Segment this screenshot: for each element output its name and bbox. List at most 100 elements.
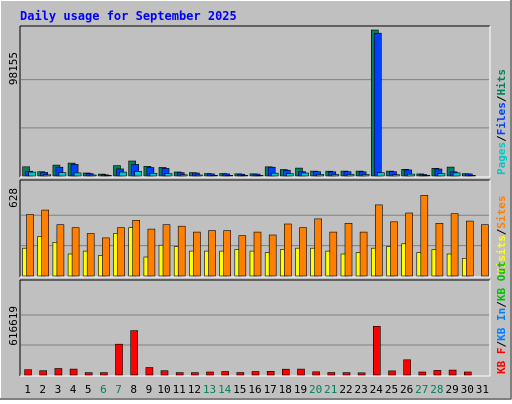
- x-tick-label-day-26: 26: [400, 383, 413, 396]
- x-tick-label-day-24: 24: [370, 383, 384, 396]
- bar-pages-day-10: [164, 173, 173, 177]
- bar-kbf-day-5: [84, 372, 93, 376]
- chart-title: Daily usage for September 2025: [20, 9, 237, 23]
- bar-pages-day-30: [467, 175, 476, 177]
- x-tick-label-day-28: 28: [430, 383, 443, 396]
- bar-kbf-day-2: [39, 370, 48, 376]
- bar-kbf-day-8: [130, 330, 138, 376]
- legend-separator: /: [495, 135, 508, 142]
- bar-pages-day-21: [331, 174, 340, 177]
- plot-area-kb: [20, 280, 490, 376]
- x-tick-label-day-14: 14: [218, 383, 232, 396]
- x-tick-label-day-15: 15: [233, 383, 246, 396]
- x-tick-label-day-5: 5: [85, 383, 92, 396]
- x-tick-label-day-18: 18: [279, 383, 292, 396]
- bar-pages-day-11: [179, 174, 188, 177]
- bar-sites-day-6: [102, 237, 110, 277]
- x-axis-labels: 1 2 3 4 5 6 7 8 9 10 11 12 13 14 15 16 17 18 19 20 21 22 23 24 2…: [24, 383, 489, 396]
- bar-files-day-24: [373, 32, 382, 177]
- bar-pages-day-15: [240, 175, 249, 177]
- x-tick-label-day-27: 27: [415, 383, 428, 396]
- bar-pages-day-22: [346, 174, 355, 177]
- bar-pages-day-13: [210, 175, 218, 177]
- bar-sites-day-12: [193, 231, 201, 277]
- bar-pages-day-23: [361, 174, 370, 177]
- bar-sites-day-22: [344, 223, 353, 277]
- panel-visits-sites: 628 Visits/Sites: [7, 179, 508, 278]
- x-tick-label-day-23: 23: [354, 383, 367, 396]
- bar-pages-day-28: [437, 173, 446, 177]
- legend-hits-files-pages: Pages/Files/Hits: [495, 69, 508, 175]
- x-tick-label-day-7: 7: [115, 383, 122, 396]
- x-tick-label-day-16: 16: [248, 383, 261, 396]
- bar-sites-day-5: [86, 233, 95, 277]
- bar-kbf-day-16: [251, 371, 260, 376]
- bar-pages-day-18: [285, 173, 294, 177]
- x-tick-label-day-4: 4: [70, 383, 77, 396]
- bar-pages-day-5: [88, 174, 97, 177]
- bar-sites-day-30: [465, 220, 474, 277]
- bar-sites-day-25: [390, 221, 398, 277]
- bar-sites-day-31: [481, 224, 489, 277]
- bar-pages-day-1: [28, 171, 36, 177]
- bar-sites-day-19: [299, 227, 307, 277]
- bar-sites-day-21: [329, 231, 338, 277]
- bar-sites-day-1: [26, 214, 34, 277]
- x-tick-label-day-30: 30: [461, 383, 474, 396]
- legend-entry-sites: Sites: [495, 196, 508, 229]
- x-tick-label-day-17: 17: [264, 383, 277, 396]
- bar-kbf-day-11: [175, 372, 184, 376]
- x-tick-label-day-31: 31: [476, 383, 489, 396]
- panels: 98155Pages/Files/Hits628Visits/Sites6166…: [7, 25, 508, 377]
- bar-pages-day-25: [392, 174, 400, 177]
- bar-pages-day-4: [73, 172, 82, 177]
- plot-area-hits-files-pages: [20, 26, 490, 177]
- legend-separator: /: [495, 341, 508, 348]
- x-tick-label-day-29: 29: [445, 383, 458, 396]
- x-tick-label-day-22: 22: [339, 383, 352, 396]
- bar-pages-day-7: [119, 171, 127, 177]
- bar-kbf-day-29: [448, 369, 457, 376]
- bar-kbf-day-25: [388, 370, 396, 376]
- bar-sites-day-10: [162, 224, 171, 277]
- bar-pages-day-9: [149, 173, 158, 177]
- bar-pages-day-29: [452, 172, 461, 177]
- legend-entry-hits: Hits: [495, 69, 508, 96]
- legend-separator: /: [495, 95, 508, 102]
- bar-kbf-day-24: [372, 325, 381, 376]
- x-tick-label-day-6: 6: [100, 383, 107, 396]
- bar-kbf-day-7: [115, 343, 123, 376]
- bar-pages-day-3: [58, 172, 67, 177]
- x-tick-label-day-8: 8: [130, 383, 137, 396]
- bar-pages-day-26: [407, 173, 415, 177]
- bar-kbf-day-4: [69, 368, 78, 376]
- bar-sites-day-15: [238, 235, 247, 277]
- bar-pages-day-24: [376, 172, 385, 177]
- bar-kbf-day-12: [191, 372, 199, 376]
- bar-sites-day-4: [71, 227, 80, 277]
- bar-kbf-day-15: [236, 372, 245, 376]
- bar-sites-day-14: [223, 230, 231, 277]
- bar-kbf-day-13: [206, 371, 214, 376]
- bar-kbf-day-10: [160, 370, 169, 376]
- x-tick-label-day-2: 2: [39, 383, 46, 396]
- bar-kbf-day-23: [357, 372, 366, 376]
- bar-sites-day-26: [405, 212, 413, 277]
- bar-kbf-day-20: [312, 371, 320, 376]
- bar-kbf-day-18: [281, 368, 290, 376]
- bar-sites-day-9: [147, 228, 156, 277]
- bar-pages-day-2: [43, 174, 52, 177]
- bar-kbf-day-6: [100, 372, 108, 376]
- bar-kbf-day-26: [403, 359, 411, 376]
- bar-sites-day-24: [374, 204, 383, 277]
- bar-pages-day-17: [270, 172, 279, 177]
- bar-kbf-day-28: [433, 370, 442, 376]
- bar-pages-day-20: [316, 174, 324, 177]
- legend-entry-kbout: KB Out: [495, 261, 508, 301]
- legend-entry-pages: Pages: [495, 142, 508, 175]
- bar-pages-day-16: [255, 175, 264, 177]
- bar-pages-day-14: [225, 175, 233, 177]
